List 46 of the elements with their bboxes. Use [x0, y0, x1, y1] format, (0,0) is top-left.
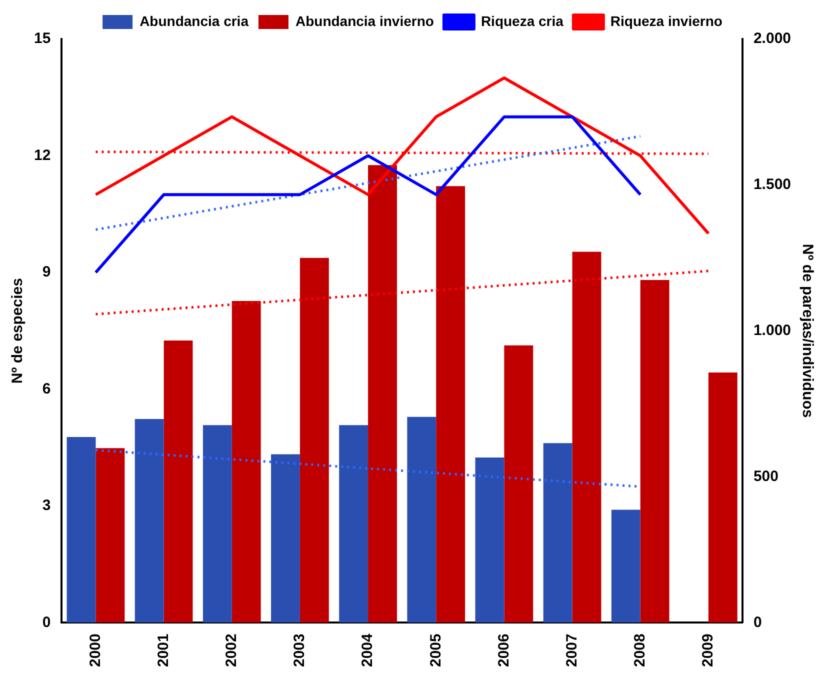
- y-tick-label: 12: [34, 146, 51, 164]
- bar: [339, 425, 368, 623]
- bar: [436, 186, 466, 623]
- y2-tick-label: 1.500: [753, 176, 792, 194]
- bar: [504, 345, 534, 623]
- y2-tick-label: 2.000: [753, 30, 792, 48]
- legend-label: Abundancia invierno: [295, 12, 434, 29]
- x-tick-label: 2001: [154, 634, 172, 668]
- bar: [407, 416, 436, 623]
- x-tick-label: 2008: [631, 634, 648, 668]
- bar: [134, 418, 164, 623]
- y2-tick-label: 0: [753, 614, 762, 631]
- bar: [572, 252, 602, 623]
- y-tick-label: 6: [42, 380, 51, 398]
- y-tick-label: 9: [42, 264, 51, 281]
- bar: [368, 165, 397, 623]
- bar: [708, 372, 738, 623]
- x-tick-label: 2009: [700, 634, 717, 668]
- bar: [164, 340, 193, 623]
- x-tick-label: 2000: [86, 634, 104, 668]
- legend-label: Riqueza invierno: [610, 12, 722, 29]
- y2-axis-title: Nº de parejas/individuos: [798, 244, 816, 418]
- bar: [66, 437, 96, 623]
- x-tick-label: 2005: [427, 634, 444, 668]
- y-tick-label: 0: [42, 614, 51, 631]
- y-tick-label: 3: [42, 497, 51, 514]
- x-tick-label: 2004: [359, 632, 376, 668]
- bar: [543, 443, 572, 623]
- y-tick-label: 15: [34, 30, 51, 48]
- x-tick-label: 2006: [495, 634, 512, 668]
- bar: [96, 448, 125, 623]
- y2-tick-label: 500: [753, 468, 778, 485]
- bar: [640, 280, 670, 623]
- bar: [475, 457, 504, 623]
- bar: [611, 510, 640, 623]
- y-axis-title: Nº de especies: [9, 278, 26, 384]
- legend-label: Abundancia cria: [140, 12, 249, 29]
- x-tick-label: 2003: [291, 634, 308, 668]
- x-tick-label: 2002: [223, 634, 240, 668]
- bar: [202, 425, 232, 623]
- bar: [271, 454, 300, 623]
- y2-tick-label: 1.000: [753, 322, 792, 339]
- legend-label: Riqueza cria: [480, 12, 564, 29]
- bar: [232, 301, 261, 623]
- bar: [300, 258, 329, 623]
- x-tick-label: 2007: [563, 634, 580, 668]
